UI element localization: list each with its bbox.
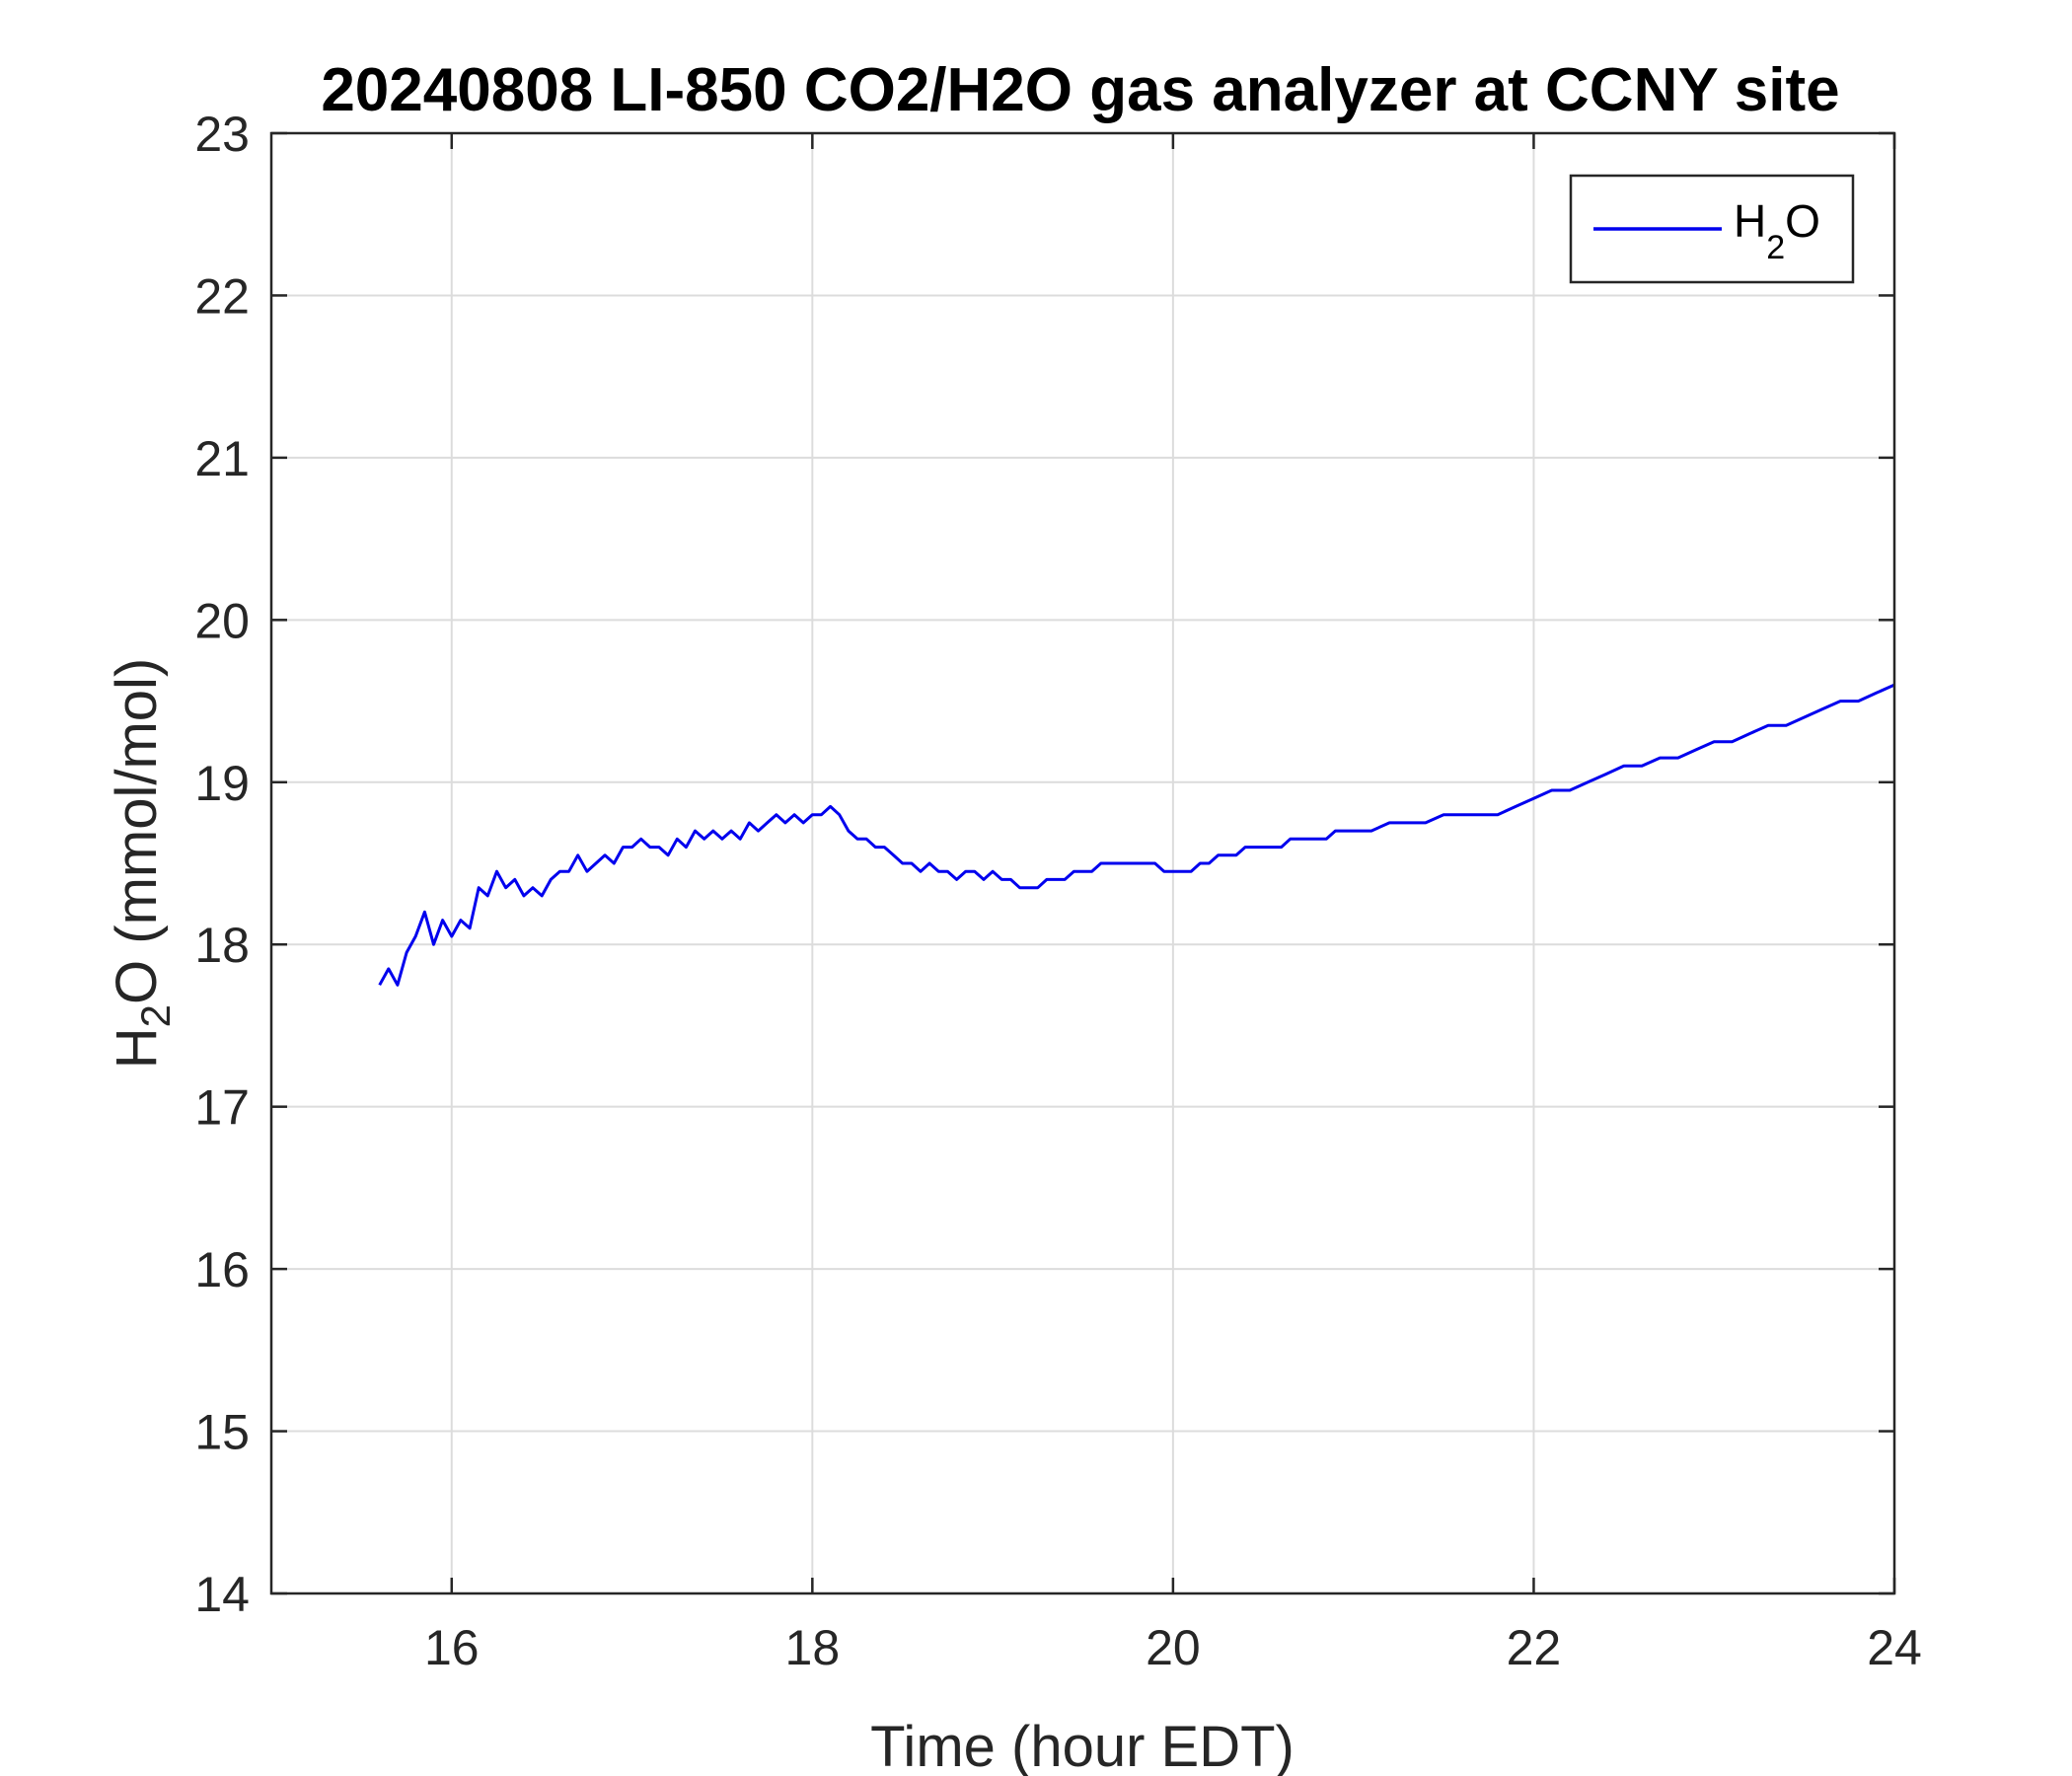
legend: H2O [1569,174,1855,284]
y-tick-label-14: 14 [194,1567,250,1622]
axes-frame [269,131,1896,1595]
x-tick-label-18: 18 [785,1620,841,1675]
legend-label-h2o: H2O [1734,195,1820,266]
y-axis-label-pre: H [105,1027,169,1069]
y-tick-labels: 14 15 16 17 18 19 20 21 22 23 [194,107,250,1622]
y-tick-label-18: 18 [194,918,250,973]
y-axis-label-post: O (mmol/mol) [105,658,169,1004]
legend-label-subscript: 2 [1766,229,1785,266]
y-tick-label-15: 15 [194,1405,250,1460]
axes-background [271,133,1894,1593]
legend-label-pre: H [1734,195,1766,247]
series-group [378,683,1895,987]
chart-title: 20240808 LI-850 CO2/H2O gas analyzer at … [321,56,1839,124]
x-tick-label-16: 16 [424,1620,480,1675]
x-tick-labels: 16 18 20 22 24 [424,1620,1922,1675]
x-axis-label: Time (hour EDT) [870,1715,1295,1776]
y-tick-label-22: 22 [194,268,250,324]
y-axis-label: H2O (mmol/mol) [105,658,179,1069]
y-tick-label-16: 16 [194,1242,250,1297]
y-tick-label-17: 17 [194,1080,250,1136]
x-tick-label-22: 22 [1507,1620,1562,1675]
y-tick-label-20: 20 [194,593,250,648]
y-tick-label-23: 23 [194,107,250,162]
legend-label-post: O [1785,195,1820,247]
x-tick-label-20: 20 [1146,1620,1201,1675]
y-axis-label-subscript: 2 [132,1004,179,1027]
y-tick-label-19: 19 [194,756,250,811]
series-line-h2o [378,683,1895,987]
plot-area [269,131,1896,1595]
x-tick-label-24: 24 [1867,1620,1922,1675]
tick-marks [271,131,1896,1595]
y-tick-label-21: 21 [194,431,250,486]
grid-lines [271,133,1894,1593]
